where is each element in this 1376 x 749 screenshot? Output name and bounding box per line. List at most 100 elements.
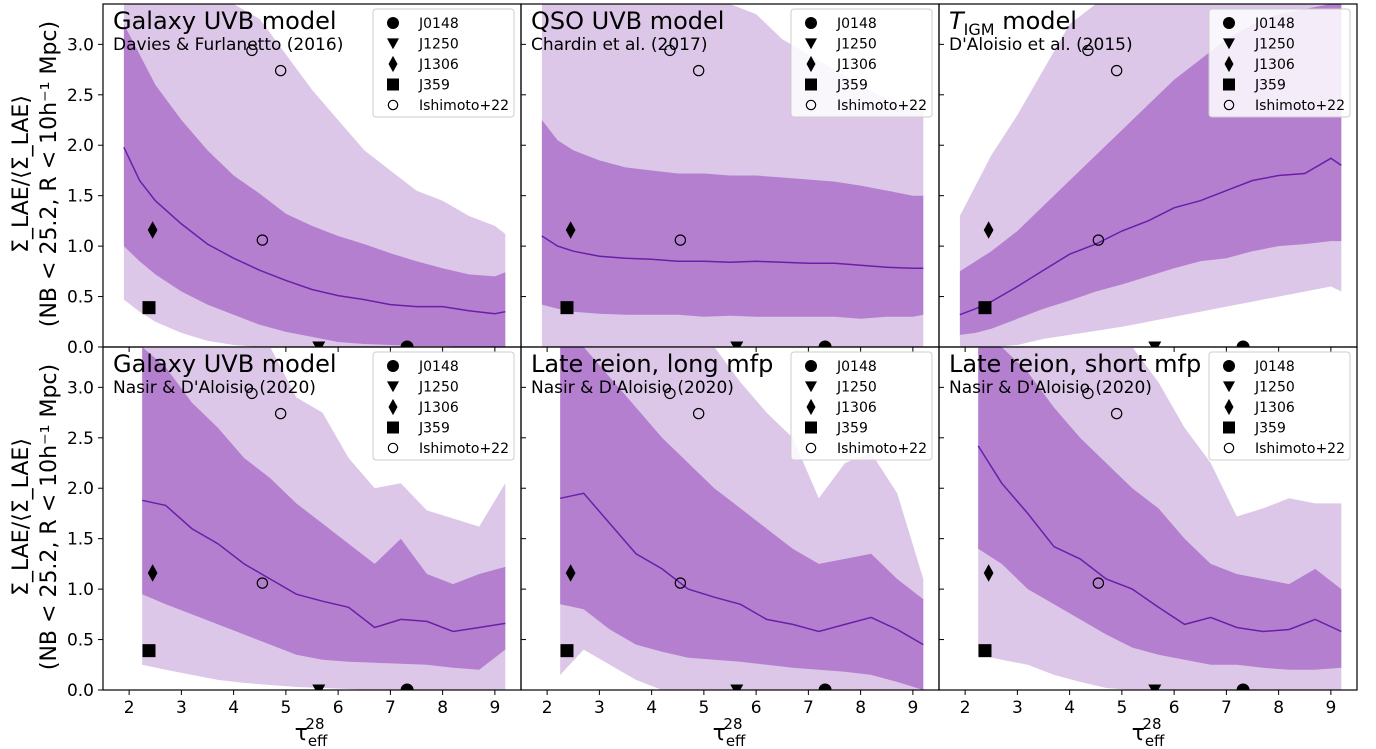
point-j0148 xyxy=(1236,340,1250,347)
legend: J0148 J1250 J1306 J359 Ishimoto+22 xyxy=(790,351,933,461)
legend-label: Ishimoto+22 xyxy=(1255,441,1345,457)
y-tick-label: 1.0 xyxy=(67,237,94,257)
x-tick-label: 2 xyxy=(960,698,971,718)
point-ishimoto22 xyxy=(1082,44,1094,57)
legend-marker xyxy=(387,421,399,434)
legend-label: J359 xyxy=(836,78,868,94)
legend-marker xyxy=(805,99,817,111)
legend-marker xyxy=(388,55,398,73)
point-j359 xyxy=(142,644,156,658)
legend-box xyxy=(1208,351,1351,461)
legend-label: Ishimoto+22 xyxy=(419,441,509,457)
x-tick-label: 3 xyxy=(594,698,605,718)
legend-marker xyxy=(1223,38,1235,50)
legend-label: J1306 xyxy=(1254,57,1295,73)
panel-subtitle: Nasir & D'Aloisio (2020) xyxy=(949,378,1152,398)
legend-marker xyxy=(1223,421,1235,434)
legend: J0148 J1250 J1306 J359 Ishimoto+22 xyxy=(372,351,515,461)
legend-label: J0148 xyxy=(418,359,459,375)
x-tick-label: 2 xyxy=(542,698,553,718)
legend-marker xyxy=(1223,17,1235,29)
x-axis-label-right: τeff28 xyxy=(1132,715,1165,749)
y-tick-label: 0.5 xyxy=(67,631,94,651)
panel-subtitle: Nasir & D'Aloisio (2020) xyxy=(113,378,316,398)
panel-title: Late reion, long mfp xyxy=(531,350,773,378)
x-tick-label: 8 xyxy=(437,698,448,718)
y-tick-label: 2.0 xyxy=(67,136,94,156)
legend-label: J0148 xyxy=(1254,16,1295,32)
band-68-percent xyxy=(560,347,924,690)
legend-marker xyxy=(387,78,399,91)
legend-label: J359 xyxy=(1254,78,1286,94)
x-tick-label: 6 xyxy=(1169,698,1180,718)
legend-label: J359 xyxy=(418,421,450,437)
band-68-percent xyxy=(978,347,1342,670)
panel-title: QSO UVB model xyxy=(531,7,724,35)
legend-label: J1250 xyxy=(418,37,459,53)
point-j1250 xyxy=(1148,341,1162,347)
legend-label: J359 xyxy=(1254,421,1286,437)
panel-subtitle: D'Aloisio et al. (2015) xyxy=(949,35,1133,55)
x-tick-label: 6 xyxy=(333,698,344,718)
panel-subtitle: Davies & Furlanetto (2016) xyxy=(113,35,343,55)
legend-marker xyxy=(806,55,816,73)
point-j1250 xyxy=(730,684,744,690)
legend-label: J1306 xyxy=(836,400,877,416)
point-ishimoto22 xyxy=(246,44,258,57)
legend-label: J0148 xyxy=(836,16,877,32)
point-ishimoto22 xyxy=(692,407,705,420)
panel-title: Galaxy UVB model xyxy=(113,350,337,378)
band-68-percent xyxy=(142,347,506,670)
panel-4: 2 3 4 5 6 7 8 9 0.0 0.5 1.0 1.5 2.0 2.5 3.0 Galaxy UVB … xyxy=(67,346,522,718)
x-tick-label: 6 xyxy=(751,698,762,718)
y-tick-label: 1.5 xyxy=(67,187,94,207)
legend-label: J0148 xyxy=(1254,359,1295,375)
legend-label: J359 xyxy=(418,78,450,94)
panel-subtitle: Chardin et al. (2017) xyxy=(531,35,707,55)
y-tick-label: 0.5 xyxy=(67,288,94,308)
legend-marker xyxy=(1224,398,1234,416)
x-tick-label: 8 xyxy=(1273,698,1284,718)
plot-area xyxy=(560,347,924,690)
x-axis-label-left: τeff28 xyxy=(295,715,328,749)
legend-label: J359 xyxy=(836,421,868,437)
legend-label: Ishimoto+22 xyxy=(837,98,927,114)
point-ishimoto22 xyxy=(256,577,269,589)
point-ishimoto22 xyxy=(1092,234,1105,246)
median-line xyxy=(123,146,506,315)
median-line xyxy=(959,157,1342,316)
x-tick-label: 7 xyxy=(803,698,814,718)
y-axis-label-top-2: (NB < 25.2, R < 10h⁻¹ Mpc) xyxy=(37,21,62,327)
point-ishimoto22 xyxy=(674,234,687,246)
legend-marker xyxy=(1223,442,1235,454)
legend-box xyxy=(790,351,933,461)
legend-marker xyxy=(387,442,399,454)
y-axis-label-bottom-1: Σ_LAE/⟨Σ_LAE⟩ xyxy=(9,438,34,596)
legend-label: J1306 xyxy=(1254,400,1295,416)
point-j0148 xyxy=(400,340,414,347)
point-j1306 xyxy=(147,221,158,239)
legend-marker xyxy=(387,38,399,50)
legend-label: J1306 xyxy=(836,57,877,73)
point-j359 xyxy=(978,301,992,315)
point-ishimoto22 xyxy=(246,387,258,400)
x-axis-label-middle: τeff28 xyxy=(713,715,746,749)
median-line xyxy=(541,235,924,270)
legend-marker xyxy=(388,398,398,416)
x-tick-label: 9 xyxy=(489,698,500,718)
legend-marker xyxy=(805,381,817,393)
point-j1306 xyxy=(983,564,994,582)
x-tick-label: 4 xyxy=(646,698,657,718)
y-tick-label: 0.0 xyxy=(67,338,94,358)
point-j0148 xyxy=(818,340,832,347)
y-tick-label: 0.0 xyxy=(67,681,94,701)
point-ishimoto22 xyxy=(1082,387,1094,400)
legend-box xyxy=(790,8,933,118)
legend: J0148 J1250 J1306 J359 Ishimoto+22 xyxy=(790,8,933,118)
x-tick-label: 7 xyxy=(1221,698,1232,718)
legend-label: J0148 xyxy=(836,359,877,375)
x-tick-label: 4 xyxy=(1064,698,1075,718)
